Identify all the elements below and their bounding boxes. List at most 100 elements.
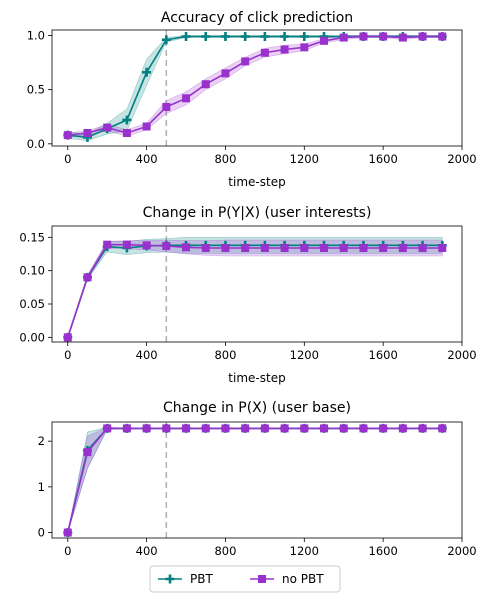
x-tick-label: 1200 [290, 348, 319, 362]
series-band-1 [67, 35, 443, 141]
data-point [182, 424, 191, 433]
data-point [122, 240, 131, 249]
x-tick-label: 1600 [369, 152, 398, 166]
plot-frame [51, 29, 463, 147]
chart-title: Accuracy of click prediction [161, 10, 353, 26]
y-tick-label: 0.0 [27, 137, 45, 151]
x-tick-label: 0 [64, 348, 71, 362]
series-band-2 [67, 239, 443, 338]
x-tick-label: 800 [214, 544, 236, 558]
legend-swatch-marker [165, 574, 175, 584]
data-point [438, 424, 447, 433]
data-point [260, 32, 270, 42]
data-point [83, 128, 92, 137]
data-point [162, 424, 171, 433]
plot-frame [51, 421, 463, 539]
data-point [300, 43, 309, 52]
y-tick-label: 0.05 [19, 297, 45, 311]
x-tick-label: 1600 [369, 348, 398, 362]
data-point [398, 244, 407, 252]
data-point [221, 244, 230, 252]
data-point [240, 32, 250, 42]
x-tick-label: 0 [64, 544, 71, 558]
data-point [182, 243, 191, 252]
chart-panels: Accuracy of click prediction 0 400 800 1200 1… [19, 10, 476, 581]
x-tick-label: 1200 [290, 152, 319, 166]
data-point [359, 244, 368, 252]
data-point [83, 448, 92, 457]
y-tick-label: 0.00 [19, 330, 45, 344]
data-point [320, 244, 329, 252]
series-markers-2 [63, 240, 447, 342]
data-point [241, 424, 250, 433]
chart-panel-2: Change in P(Y|X) (user interests) 0 400 800… [19, 205, 476, 385]
data-point [103, 240, 112, 249]
y-tick-label: 0 [38, 526, 45, 540]
data-point [379, 32, 388, 41]
data-point [241, 244, 250, 252]
data-point [359, 32, 368, 41]
legend-frame [149, 565, 341, 593]
data-point [201, 424, 210, 433]
y-tick-label: 1 [38, 480, 45, 494]
chart-title: Change in P(X) (user base) [163, 400, 351, 416]
legend: PBT no PBT [149, 565, 341, 593]
data-point [260, 244, 269, 252]
data-point [201, 244, 210, 252]
data-point [83, 273, 92, 282]
legend-items: PBT no PBT [158, 572, 324, 586]
plot-frame [51, 225, 463, 343]
data-point [122, 424, 131, 433]
data-point [161, 35, 171, 45]
series-band-1 [67, 427, 443, 533]
series-band-2 [67, 427, 443, 533]
x-tick-label: 400 [136, 348, 158, 362]
data-point [260, 424, 269, 433]
series-line-1 [66, 427, 443, 533]
x-tick-label: 1600 [369, 544, 398, 558]
y-tick-label: 1.0 [27, 28, 45, 42]
data-point [260, 48, 269, 57]
data-point [379, 424, 388, 433]
data-point [280, 45, 289, 54]
data-point [122, 115, 132, 125]
data-point [438, 32, 447, 41]
data-point [320, 424, 329, 433]
y-tick-label: 0.15 [19, 230, 45, 244]
data-point [63, 131, 72, 140]
series-line-2 [67, 243, 443, 338]
data-point [103, 424, 112, 433]
legend-item-2: no PBT [250, 572, 324, 586]
data-point [220, 32, 230, 42]
chart-title: Change in P(Y|X) (user interests) [143, 205, 372, 221]
x-tick-label: 1200 [290, 544, 319, 558]
series-markers-1 [63, 423, 447, 538]
data-point [320, 36, 329, 45]
series-markers-2 [63, 32, 447, 140]
chart-panel-3: Change in P(X) (user base) 0 400 800 1200 160… [38, 400, 477, 581]
legend-label: PBT [190, 572, 213, 586]
y-tick-label: 0.5 [27, 83, 45, 97]
legend-label: no PBT [282, 572, 324, 586]
data-point [162, 102, 171, 111]
data-point [418, 244, 427, 252]
data-point [398, 424, 407, 433]
data-point [241, 57, 250, 66]
x-axis-label: time-step [228, 371, 285, 385]
data-point [438, 244, 447, 252]
data-point [339, 424, 348, 433]
data-point [280, 424, 289, 433]
data-point [299, 32, 309, 42]
data-point [162, 242, 171, 250]
data-point [182, 94, 191, 103]
data-point [280, 244, 289, 252]
y-tick-label: 0.10 [19, 264, 45, 278]
x-tick-label: 800 [214, 348, 236, 362]
data-point [221, 424, 230, 433]
data-point [142, 424, 151, 433]
data-point [280, 32, 290, 42]
series-line-2 [66, 427, 443, 533]
x-tick-label: 800 [214, 152, 236, 166]
data-point [359, 424, 368, 433]
